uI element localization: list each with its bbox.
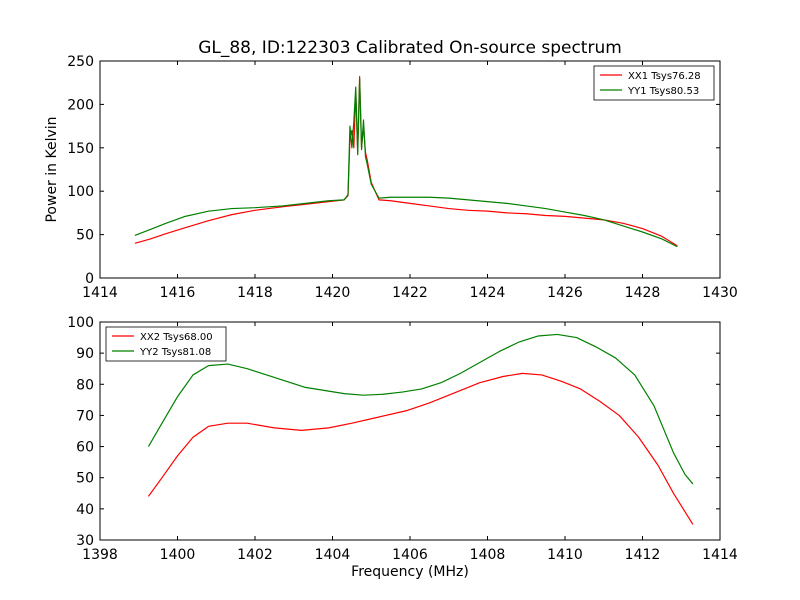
x-tick-label: 1414: [702, 547, 738, 563]
legend: XX1 Tsys76.28 YY1 Tsys80.53: [593, 65, 715, 101]
y-axis-label: Power in Kelvin: [44, 116, 60, 222]
x-tick-label: 1412: [625, 547, 661, 563]
series-line-green: [134, 77, 678, 248]
y-tick-label: 150: [67, 141, 94, 157]
x-tick-label: 1428: [625, 285, 661, 301]
x-tick-label: 1400: [160, 547, 196, 563]
x-tick-label: 1406: [392, 547, 428, 563]
y-tick-label: 30: [76, 533, 94, 549]
y-tick-label: 80: [76, 377, 94, 393]
legend-box: [593, 65, 715, 101]
y-tick-label: 50: [76, 471, 94, 487]
y-tick-label: 50: [76, 228, 94, 244]
legend: XX2 Tsys68.00 YY2 Tsys81.08: [105, 326, 227, 362]
y-tick-label: 100: [67, 184, 94, 200]
y-tick-label: 100: [67, 315, 94, 331]
series-line-red: [147, 372, 694, 525]
top-spectrum-panel: 1414 1416 1418 1420 1422 1424 1426 1428 1430 0 50 1…: [44, 54, 738, 301]
x-tick-label: 1410: [547, 547, 583, 563]
y-tick-label: 250: [67, 54, 94, 70]
y-tick-label: 0: [85, 271, 94, 287]
legend-entry-label: YY1 Tsys80.53: [627, 86, 699, 97]
legend-entry-label: XX1 Tsys76.28: [628, 71, 701, 82]
y-tick-label: 40: [76, 502, 94, 518]
legend-box: [105, 326, 227, 362]
series-line-green: [147, 333, 694, 485]
x-tick-label: 1426: [547, 285, 583, 301]
bottom-spectrum-panel: 1398 1400 1402 1404 1406 1408 1410 1412 1414 30 40…: [67, 315, 738, 580]
x-tick-label: 1418: [237, 285, 273, 301]
x-tick-label: 1414: [82, 285, 118, 301]
legend-entry-label: YY2 Tsys81.08: [139, 347, 211, 358]
y-tick-label: 60: [76, 440, 94, 456]
x-axis-label: Frequency (MHz): [351, 564, 469, 580]
figure-title: GL_88, ID:122303 Calibrated On-source sp…: [198, 38, 622, 58]
x-tick-label: 1420: [315, 285, 351, 301]
x-tick-label: 1430: [702, 285, 738, 301]
x-tick-label: 1424: [470, 285, 506, 301]
x-tick-label: 1408: [470, 547, 506, 563]
legend-entry-label: XX2 Tsys68.00: [140, 332, 213, 343]
x-tick-label: 1402: [237, 547, 273, 563]
x-tick-label: 1422: [392, 285, 428, 301]
y-tick-label: 70: [76, 408, 94, 424]
x-tick-label: 1404: [315, 547, 351, 563]
y-tick-label: 200: [67, 97, 94, 113]
x-tick-label: 1398: [82, 547, 118, 563]
y-tick-label: 90: [76, 346, 94, 362]
x-tick-label: 1416: [160, 285, 196, 301]
